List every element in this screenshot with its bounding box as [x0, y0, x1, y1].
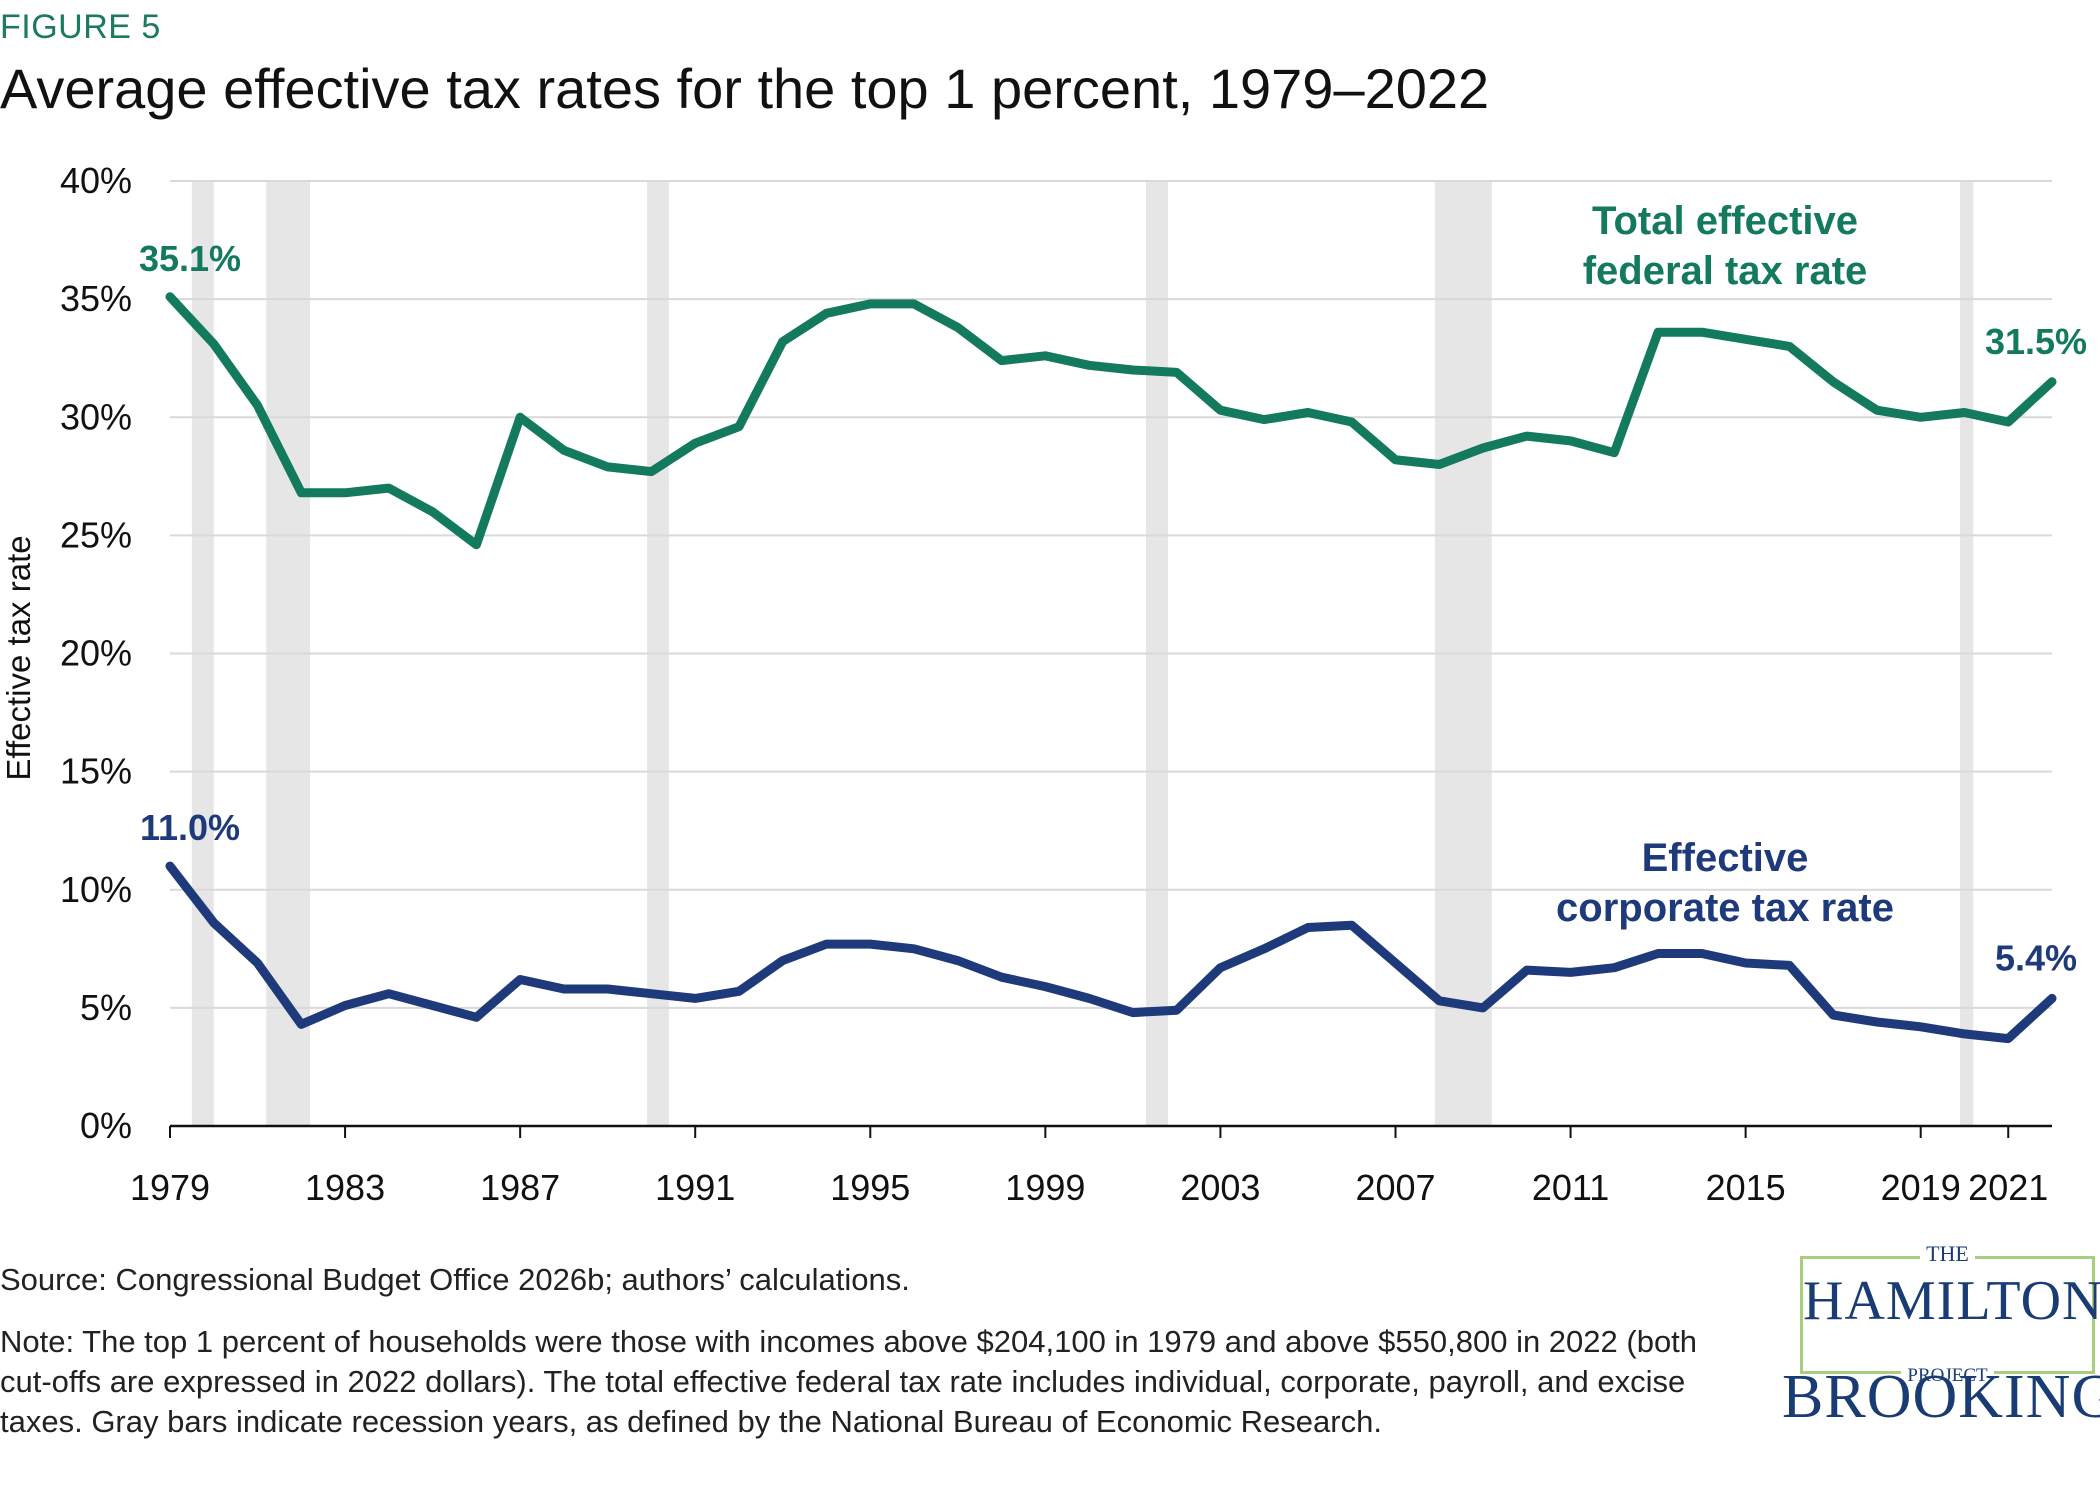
- logo-project-text: PROJECT: [1901, 1365, 1994, 1386]
- x-tick-label: 2003: [1180, 1167, 1260, 1208]
- y-tick-label: 5%: [80, 987, 132, 1028]
- y-tick-label: 25%: [60, 514, 132, 555]
- source-note: Source: Congressional Budget Office 2026…: [0, 1262, 910, 1297]
- end-value-label: 31.5%: [1985, 321, 2087, 362]
- total-rate-line: [165, 292, 2057, 550]
- series-label: Total effective: [1592, 199, 1858, 243]
- end-value-label: 5.4%: [1995, 937, 2077, 978]
- series-label: corporate tax rate: [1556, 886, 1894, 930]
- series-label: federal tax rate: [1583, 249, 1868, 293]
- x-tick-label: 2007: [1355, 1167, 1435, 1208]
- x-tick-label: 1979: [130, 1167, 210, 1208]
- x-tick-label: 1995: [830, 1167, 910, 1208]
- gridlines: [170, 180, 2052, 1128]
- series-label: Effective: [1642, 836, 1809, 880]
- corporate-rate-line: [165, 861, 2057, 1044]
- y-tick-label: 0%: [80, 1105, 132, 1146]
- hamilton-project-logo[interactable]: THE HAMILTON PROJECT: [1800, 1241, 2100, 1386]
- y-axis-ticks: 0% 5% 10% 15% 20% 25% 30% 35% 40%: [60, 160, 132, 1146]
- logo-hamilton-text: HAMILTON: [1803, 1270, 2100, 1332]
- y-tick-label: 30%: [60, 396, 132, 437]
- x-axis-ticks: 1979 1983 1987 1991 1995 1999 2003 2007 2011 2015…: [130, 1126, 2048, 1208]
- y-tick-label: 20%: [60, 633, 132, 674]
- tax-rate-line-chart: 0%5%10%15%20%25%30%35%40% 1979 1983 1987 19…: [0, 160, 2087, 1208]
- x-tick-label: 2021: [1968, 1167, 2048, 1208]
- y-tick-label: 10%: [60, 869, 132, 910]
- brookings-logo[interactable]: BROOKINGS: [1782, 1363, 2100, 1431]
- x-tick-label: 1999: [1005, 1167, 1085, 1208]
- series-lines: [165, 292, 2057, 1044]
- x-tick-label: 1983: [305, 1167, 385, 1208]
- start-value-label: 35.1%: [139, 238, 241, 279]
- start-value-label: 11.0%: [140, 807, 240, 848]
- x-tick-label: 2011: [1532, 1167, 1609, 1208]
- chart-title: Average effective tax rates for the top …: [0, 57, 1490, 120]
- x-tick-label: 1987: [480, 1167, 560, 1208]
- y-tick-label: 40%: [60, 160, 132, 201]
- figure-label: FIGURE 5: [0, 8, 161, 46]
- logo-the-text: THE: [1920, 1241, 1975, 1266]
- x-tick-label: 2019: [1881, 1167, 1961, 1208]
- x-tick-label: 1991: [655, 1167, 735, 1208]
- footnote: Note: The top 1 percent of households we…: [0, 1324, 1698, 1439]
- y-axis-label: Effective tax rate: [0, 535, 37, 780]
- data-labels: 35.1% 31.5% Total effective federal tax rat…: [139, 199, 2087, 978]
- y-tick-label: 15%: [60, 751, 132, 792]
- x-tick-label: 2015: [1706, 1167, 1786, 1208]
- y-tick-label: 35%: [60, 278, 132, 319]
